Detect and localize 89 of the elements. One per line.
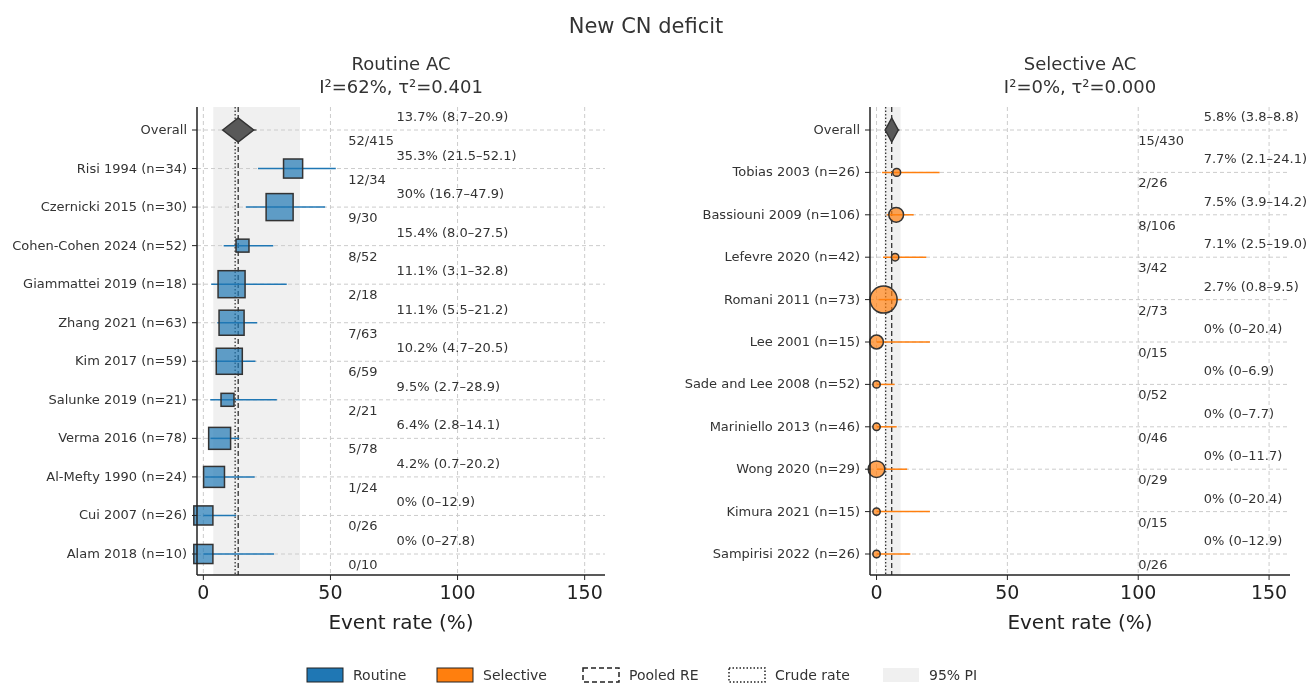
annotation: 7.1% (2.5–19.0) xyxy=(1203,236,1308,252)
annotation: 5/78 xyxy=(348,441,378,457)
x-tick-label: 0 xyxy=(197,581,210,603)
annotation: 8/106 xyxy=(1138,217,1176,233)
y-tick-label: Al-Mefty 1990 (n=24) xyxy=(46,468,187,484)
annotation: 0/46 xyxy=(1138,429,1168,445)
y-tick-label: Overall xyxy=(813,122,860,137)
x-tick-label: 150 xyxy=(1250,581,1288,603)
annotation: 15/430 xyxy=(1138,133,1184,148)
annotation: 9/30 xyxy=(348,210,378,226)
x-tick-label: 150 xyxy=(566,581,603,603)
annotation: 0% (0–20.4) xyxy=(1203,490,1283,506)
annotation: 0/10 xyxy=(348,557,378,572)
annotation: 6.4% (2.8–14.1) xyxy=(396,417,500,433)
x-tick-label: 0 xyxy=(870,581,883,603)
annotation: 7.7% (2.1–24.1) xyxy=(1203,151,1308,167)
annotation: 0/15 xyxy=(1138,514,1168,530)
annotation: 6/59 xyxy=(348,364,378,380)
annotation: 9.5% (2.7–28.9) xyxy=(396,378,500,394)
x-axis-title: Event rate (%) xyxy=(328,610,474,634)
annotation: 0% (0–27.8) xyxy=(396,533,476,548)
annotation: 11.1% (5.5–21.2) xyxy=(396,301,509,317)
y-tick-label: Kimura 2021 (n=15) xyxy=(726,503,860,519)
annotation: 2/18 xyxy=(348,287,378,303)
y-tick-label: Cui 2007 (n=26) xyxy=(78,507,187,523)
y-tick-label: Sampirisi 2022 (n=26) xyxy=(712,546,860,561)
y-tick-label: Sade and Lee 2008 (n=52) xyxy=(684,376,860,392)
annotation: 0% (0–11.7) xyxy=(1203,448,1283,464)
annotation: 2/21 xyxy=(348,402,378,418)
annotation: 35.3% (21.5–52.1) xyxy=(396,147,517,163)
y-tick-label: Kim 2017 (n=59) xyxy=(75,353,187,369)
y-tick-label: Bassiouni 2009 (n=106) xyxy=(702,206,860,222)
text: New CN deficit xyxy=(568,14,724,38)
annotation: 52/415 xyxy=(348,133,394,148)
chart-title: Routine AC xyxy=(351,53,451,74)
annotation: 0/26 xyxy=(1138,557,1168,572)
annotation: 12/34 xyxy=(348,171,386,187)
y-tick-label: Zhang 2021 (n=63) xyxy=(58,314,187,330)
annotation: 0% (0–12.9) xyxy=(1203,533,1283,548)
annotation: 2/26 xyxy=(1138,175,1168,191)
legend-label: 95% PI xyxy=(929,667,978,683)
annotation: 2/73 xyxy=(1138,302,1168,318)
x-tick-label: 100 xyxy=(1120,581,1157,603)
annotation: 4.2% (0.7–20.2) xyxy=(396,455,500,471)
chart-title: Selective AC xyxy=(1023,53,1137,74)
annotation: 11.1% (3.1–32.8) xyxy=(396,263,509,279)
y-tick-label: Verma 2016 (n=78) xyxy=(58,430,187,446)
y-tick-label: Czernicki 2015 (n=30) xyxy=(40,199,187,215)
y-tick-label: Tobias 2003 (n=26) xyxy=(731,164,860,180)
annotation: 10.2% (4.7–20.5) xyxy=(396,340,509,356)
annotation: 13.7% (8.7–20.9) xyxy=(396,109,509,124)
legend-label: Routine xyxy=(353,667,407,683)
y-tick-label: Risi 1994 (n=34) xyxy=(76,160,187,176)
annotation: 5.8% (3.8–8.8) xyxy=(1203,109,1299,124)
y-tick-label: Salunke 2019 (n=21) xyxy=(48,391,187,407)
annotation: 8/52 xyxy=(348,248,378,264)
y-tick-label: Alam 2018 (n=10) xyxy=(66,546,187,561)
annotation: 0% (0–12.9) xyxy=(396,494,476,510)
annotation: 2.7% (0.8–9.5) xyxy=(1203,278,1299,294)
annotation: 0% (0–6.9) xyxy=(1203,363,1274,379)
annotation: 7/63 xyxy=(348,325,378,341)
chart-subtitle: I²=0%, τ²=0.000 xyxy=(1003,76,1157,97)
annotation: 0/15 xyxy=(1138,345,1168,360)
x-tick-label: 50 xyxy=(318,581,343,603)
annotation: 0/29 xyxy=(1138,472,1168,488)
y-tick-label: Overall xyxy=(140,122,187,137)
y-tick-label: Wong 2020 (n=29) xyxy=(736,461,860,477)
annotation: 0% (0–7.7) xyxy=(1203,405,1274,421)
annotation: 0/26 xyxy=(348,518,378,534)
legend-label: Crude rate xyxy=(775,667,850,683)
legend-label: Selective xyxy=(483,667,547,683)
annotation: 3/42 xyxy=(1138,260,1168,276)
annotation: 0% (0–20.4) xyxy=(1203,321,1283,336)
y-tick-label: Mariniello 2013 (n=46) xyxy=(709,418,860,434)
y-tick-label: Lefevre 2020 (n=42) xyxy=(724,249,860,265)
x-tick-label: 100 xyxy=(439,581,476,603)
y-tick-label: Lee 2001 (n=15) xyxy=(749,334,860,349)
annotation: 1/24 xyxy=(348,479,378,495)
annotation: 0/52 xyxy=(1138,387,1168,403)
annotation: 7.5% (3.9–14.2) xyxy=(1203,193,1308,209)
y-tick-label: Giammattei 2019 (n=18) xyxy=(23,276,187,292)
x-tick-label: 50 xyxy=(995,581,1020,603)
annotation: 15.4% (8.0–27.5) xyxy=(396,224,509,240)
chart-subtitle: I²=62%, τ²=0.401 xyxy=(319,76,483,97)
x-axis-title: Event rate (%) xyxy=(1007,610,1153,634)
annotation: 30% (16.7–47.9) xyxy=(396,186,505,202)
y-tick-label: Romani 2011 (n=73) xyxy=(723,291,860,307)
y-tick-label: Cohen-Cohen 2024 (n=52) xyxy=(12,237,187,253)
legend-label: Pooled RE xyxy=(629,667,699,683)
